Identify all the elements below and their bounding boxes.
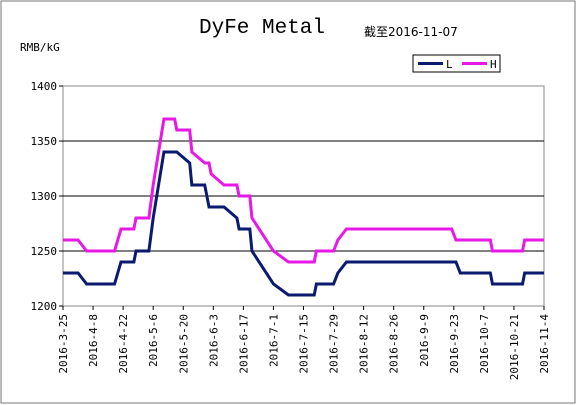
x-tick-label: 2016-10-21 <box>508 314 521 380</box>
y-tick-label: 1250 <box>31 245 58 258</box>
x-tick-label: 2016-3-25 <box>57 314 70 374</box>
chart-title: DyFe Metal <box>199 17 325 40</box>
note: 截至2016-11-07 <box>364 25 458 39</box>
legend-label: H <box>490 58 497 71</box>
x-tick-label: 2016-8-26 <box>388 314 401 374</box>
x-tick-label: 2016-8-12 <box>358 314 371 374</box>
y-tick-label: 1400 <box>31 80 58 93</box>
x-tick-label: 2016-4-22 <box>117 314 130 374</box>
y-tick-label: 1300 <box>31 190 58 203</box>
x-tick-label: 2016-10-7 <box>478 314 491 374</box>
y-axis-label: RMB/kG <box>20 41 60 54</box>
x-tick-label: 2016-9-9 <box>418 314 431 367</box>
y-tick-label: 1200 <box>31 300 58 313</box>
x-tick-label: 2016-7-1 <box>267 314 280 367</box>
y-tick-label: 1350 <box>31 135 58 148</box>
x-tick-label: 2016-6-3 <box>207 314 220 367</box>
legend-label: L <box>446 58 453 71</box>
x-tick-label: 2016-7-29 <box>328 314 341 374</box>
x-tick-label: 2016-7-15 <box>298 314 311 374</box>
legend-box <box>412 54 501 73</box>
x-tick-label: 2016-11-4 <box>538 314 551 374</box>
x-tick-label: 2016-4-8 <box>87 314 100 367</box>
x-tick-label: 2016-5-20 <box>177 314 190 374</box>
series-line <box>63 117 544 264</box>
series-line <box>63 150 544 297</box>
x-tick-label: 2016-9-23 <box>448 314 461 374</box>
x-tick-label: 2016-6-17 <box>237 314 250 374</box>
x-tick-label: 2016-5-6 <box>147 314 160 367</box>
